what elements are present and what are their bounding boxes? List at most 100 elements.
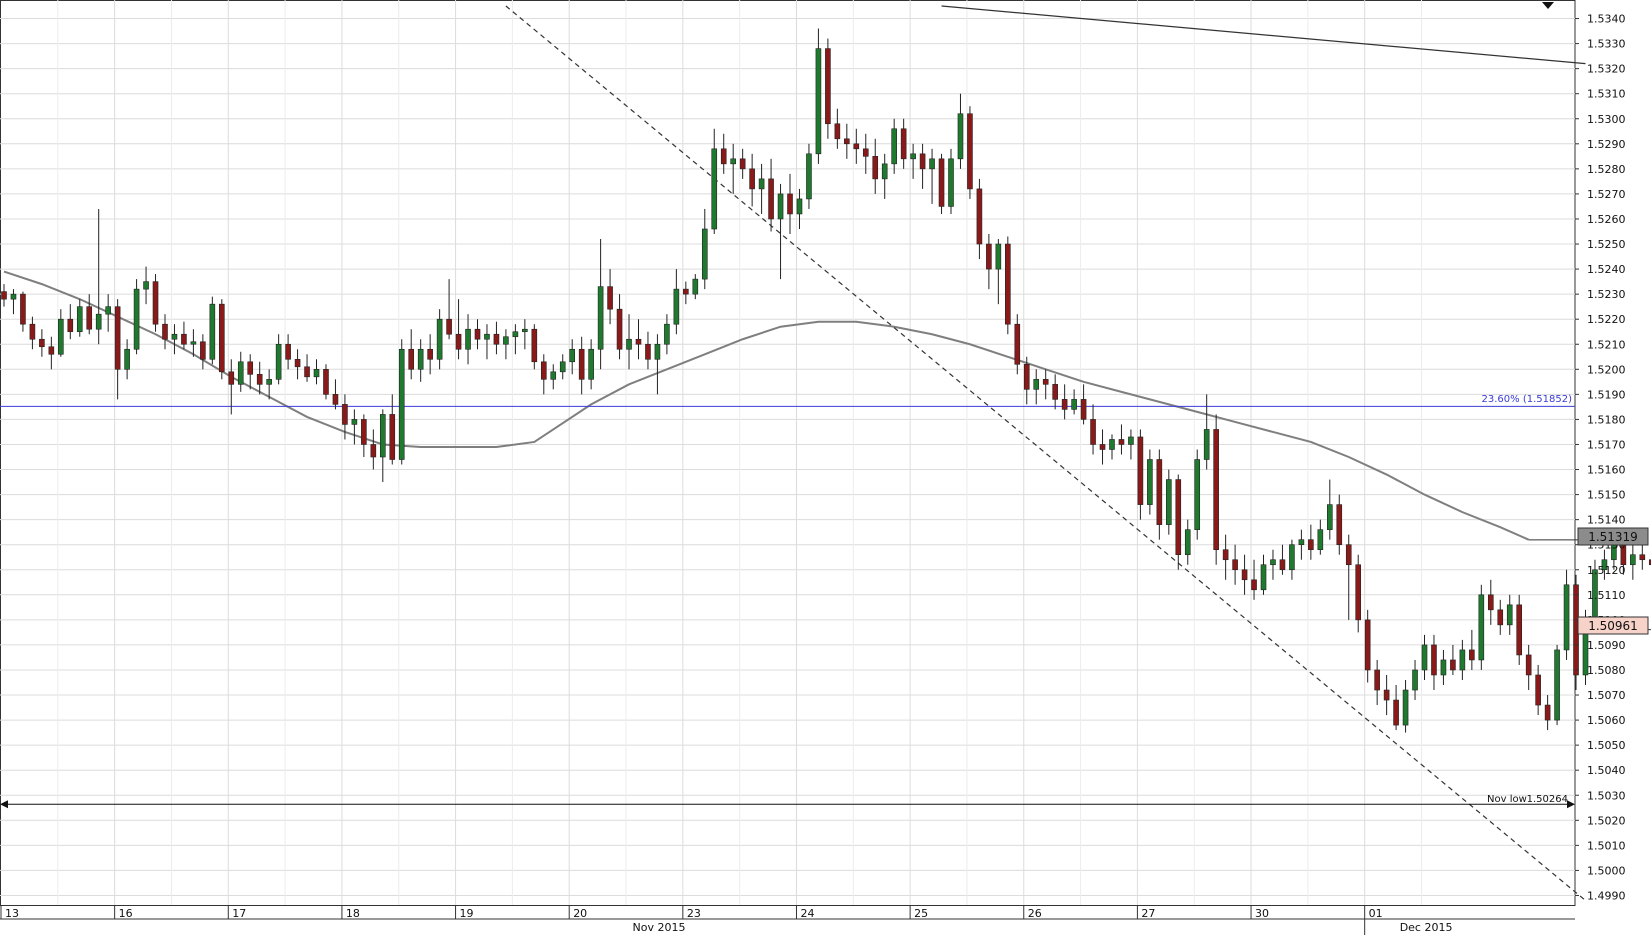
candle-body-bull xyxy=(1261,565,1266,590)
day-label: 30 xyxy=(1255,907,1269,920)
candle-body-bear xyxy=(579,349,584,379)
candle-body-bull xyxy=(560,362,565,372)
candle-body-bear xyxy=(39,339,44,347)
candle-body-bull xyxy=(797,199,802,214)
candle-body-bull xyxy=(1507,605,1512,625)
candle-body-bear xyxy=(844,139,849,144)
candle-body-bear xyxy=(1005,244,1010,324)
price-tick-label: 1.5110 xyxy=(1587,589,1626,602)
candle-body-bear xyxy=(153,282,158,325)
day-label: 19 xyxy=(460,907,474,920)
nov-low-value: 1.50264 xyxy=(1527,794,1568,805)
candle-body-bear xyxy=(1223,550,1228,560)
candle-body-bull xyxy=(1109,439,1114,449)
candle-body-bear xyxy=(1488,595,1493,610)
candle-body-bull xyxy=(911,154,916,159)
candle-body-bull xyxy=(1072,399,1077,409)
price-tick-label: 1.5150 xyxy=(1587,489,1626,502)
candle-body-bear xyxy=(617,309,622,349)
candle-body-bull xyxy=(1299,540,1304,545)
candle-body-bear xyxy=(305,367,310,377)
price-tick-label: 1.5050 xyxy=(1587,739,1626,752)
price-tick-label: 1.5090 xyxy=(1587,639,1626,652)
candle-body-bull xyxy=(191,342,196,345)
candle-body-bull xyxy=(210,304,215,359)
price-tick-label: 1.5040 xyxy=(1587,764,1626,777)
candle-body-bull xyxy=(125,349,130,369)
candle-body-bear xyxy=(873,156,878,179)
candle-body-bull xyxy=(1147,460,1152,505)
candle-body-bear xyxy=(740,159,745,169)
candle-body-bear xyxy=(541,362,546,380)
candle-body-bull xyxy=(106,307,111,315)
nov-low-label: Nov low xyxy=(1487,794,1527,805)
candle-body-bull xyxy=(759,179,764,189)
candle-body-bull xyxy=(958,114,963,159)
ma-value-badge-text: 1.51319 xyxy=(1588,530,1638,544)
candle-body-bear xyxy=(1242,570,1247,580)
candle-body-bear xyxy=(1536,675,1541,705)
candle-body-bear xyxy=(721,149,726,164)
price-tick-label: 1.5210 xyxy=(1587,338,1626,351)
price-tick-label: 1.5290 xyxy=(1587,138,1626,151)
candle-body-bull xyxy=(702,229,707,279)
candle-body-bull xyxy=(1128,437,1133,445)
candle-body-bull xyxy=(503,337,508,345)
price-tick-label: 1.5220 xyxy=(1587,313,1626,326)
candle-body-bear xyxy=(835,124,840,139)
candle-body-bear xyxy=(1450,660,1455,670)
candle-body-bull xyxy=(1318,530,1323,550)
candle-body-bull xyxy=(731,159,736,164)
candle-body-bull xyxy=(276,344,281,379)
candle-body-bear xyxy=(1365,620,1370,670)
candle-body-bear xyxy=(1176,480,1181,555)
candle-body-bear xyxy=(494,334,499,344)
candle-body-bear xyxy=(229,372,234,385)
candle-body-bear xyxy=(219,304,224,372)
candle-body-bear xyxy=(409,349,414,369)
candle-body-bear xyxy=(1431,645,1436,675)
day-label: 13 xyxy=(5,907,19,920)
candle-body-bull xyxy=(806,154,811,199)
candle-body-bear xyxy=(1138,437,1143,505)
candle-body-bear xyxy=(361,419,366,444)
candle-body-bull xyxy=(712,149,717,229)
price-tick-label: 1.5200 xyxy=(1587,363,1626,376)
candle-body-bear xyxy=(825,49,830,124)
candle-body-bull xyxy=(314,369,319,377)
candle-body-bear xyxy=(1517,605,1522,655)
price-tick-label: 1.5260 xyxy=(1587,213,1626,226)
candle-body-bull xyxy=(1630,555,1635,565)
price-tick-label: 1.5140 xyxy=(1587,514,1626,527)
price-tick-label: 1.5190 xyxy=(1587,388,1626,401)
candle-body-bear xyxy=(1157,460,1162,525)
candle-body-bull xyxy=(466,329,471,349)
price-tick-label: 1.5250 xyxy=(1587,238,1626,251)
candle-body-bull xyxy=(1564,585,1569,650)
candle-body-bear xyxy=(1053,384,1058,399)
candle-body-bull xyxy=(655,344,660,359)
candle-body-bull xyxy=(513,332,518,337)
candle-body-bear xyxy=(1384,690,1389,700)
candle-body-bear xyxy=(939,159,944,207)
candle-body-bear xyxy=(1214,429,1219,549)
candle-body-bull xyxy=(134,289,139,349)
candle-body-bull xyxy=(1270,560,1275,565)
candle-body-bear xyxy=(1526,655,1531,675)
candle-body-bull xyxy=(996,244,1001,269)
price-tick-label: 1.5240 xyxy=(1587,263,1626,276)
candle-body-bull xyxy=(1166,480,1171,525)
candle-body-bull xyxy=(816,49,821,154)
price-tick-label: 1.5180 xyxy=(1587,413,1626,426)
candle-body-bear xyxy=(1015,324,1020,364)
candle-body-bull xyxy=(437,319,442,359)
candle-body-bear xyxy=(1081,399,1086,419)
candle-body-bear xyxy=(1233,560,1238,570)
candle-body-bull xyxy=(1185,530,1190,555)
candle-body-bull xyxy=(1555,650,1560,720)
candle-body-bull xyxy=(1460,650,1465,670)
candle-body-bull xyxy=(1327,505,1332,530)
fib-level-label: 23.60% (1.51852) xyxy=(1482,394,1573,405)
price-tick-label: 1.5160 xyxy=(1587,464,1626,477)
